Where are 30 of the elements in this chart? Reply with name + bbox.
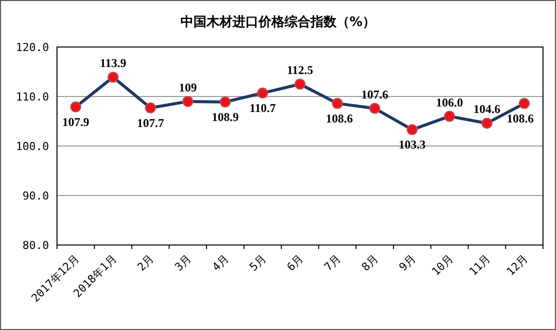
xtick: 8月 — [359, 252, 381, 274]
data-label: 107.6 — [361, 87, 388, 102]
xtick: 12月 — [504, 252, 530, 278]
xtick: 7月 — [322, 252, 344, 274]
data-label: 109 — [178, 80, 197, 94]
ytick: 100.0 — [16, 140, 49, 153]
ytick: 110.0 — [16, 90, 49, 104]
data-label: 110.7 — [249, 101, 276, 116]
data-label: 107.7 — [136, 116, 164, 130]
ytick: 120.0 — [16, 41, 49, 54]
xtick: 4月 — [210, 252, 232, 274]
data-label: 108.6 — [506, 111, 534, 126]
ytick: 90.0 — [22, 190, 49, 202]
xtick: 5月 — [247, 252, 269, 274]
ytick: 80.0 — [22, 239, 49, 252]
data-label: 113.9 — [100, 56, 126, 70]
xtick: 6月 — [284, 252, 306, 274]
xtick: 3月 — [172, 252, 194, 274]
data-label: 106.0 — [436, 95, 464, 110]
data-label: 112.5 — [286, 63, 314, 78]
xtick: 11月 — [466, 252, 494, 278]
xtick: 10月 — [429, 252, 456, 278]
data-label: 104.6 — [473, 102, 500, 116]
data-label: 107.9 — [62, 114, 90, 129]
data-label: 108.6 — [326, 111, 353, 126]
data-label: 108.9 — [212, 110, 239, 124]
title: 中国木材进口价格综合指数（%） — [180, 15, 376, 30]
data-label: 103.3 — [398, 138, 426, 152]
xtick: 2月 — [134, 252, 157, 274]
xtick: 9月 — [396, 252, 418, 274]
